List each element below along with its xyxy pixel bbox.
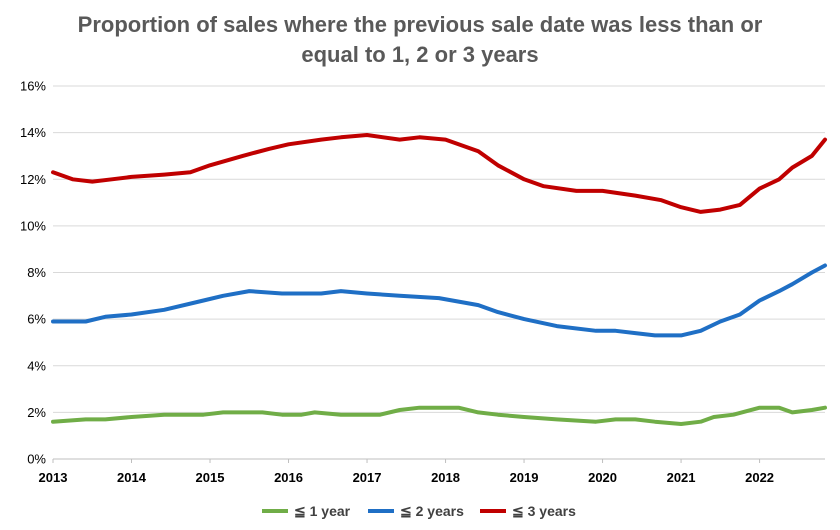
- x-tick-label: 2019: [510, 470, 539, 485]
- legend: ≦ 1 year ≦ 2 years ≦ 3 years: [262, 503, 576, 519]
- x-tick-label: 2015: [196, 470, 225, 485]
- y-tick-label: 16%: [20, 79, 46, 94]
- legend-label-2: ≦ 2 years: [400, 503, 464, 519]
- y-tick-label: 12%: [20, 172, 46, 187]
- y-tick-label: 14%: [20, 125, 46, 140]
- series-lines: [51, 133, 827, 426]
- y-tick-label: 2%: [27, 405, 46, 420]
- series-line-1: [51, 405, 827, 426]
- x-tick-label: 2013: [39, 470, 68, 485]
- y-tick-label: 10%: [20, 218, 46, 233]
- y-tick-label: 4%: [27, 358, 46, 373]
- legend-label-1: ≦ 1 year: [294, 503, 351, 519]
- x-tick-label: 2016: [274, 470, 303, 485]
- series-line-2: [51, 263, 827, 338]
- x-tick-label: 2017: [353, 470, 382, 485]
- x-tick-label: 2021: [667, 470, 696, 485]
- chart-title-line-1: Proportion of sales where the previous s…: [77, 12, 763, 37]
- x-tick-label: 2020: [588, 470, 617, 485]
- legend-label-3: ≦ 3 years: [512, 503, 576, 519]
- y-tick-label: 0%: [27, 452, 46, 467]
- x-tick-label: 2018: [431, 470, 460, 485]
- y-tick-label: 8%: [27, 265, 46, 280]
- series-line-3: [51, 133, 827, 214]
- x-tick-label: 2014: [117, 470, 147, 485]
- gridlines: [53, 85, 825, 413]
- x-tick-label: 2022: [745, 470, 774, 485]
- chart-title-line-2: equal to 1, 2 or 3 years: [301, 42, 539, 67]
- y-tick-label: 6%: [27, 312, 46, 327]
- axes: 0% 2% 4% 6% 8% 10% 12% 14% 16% 2013 2014 2015 2016 20…: [20, 79, 825, 485]
